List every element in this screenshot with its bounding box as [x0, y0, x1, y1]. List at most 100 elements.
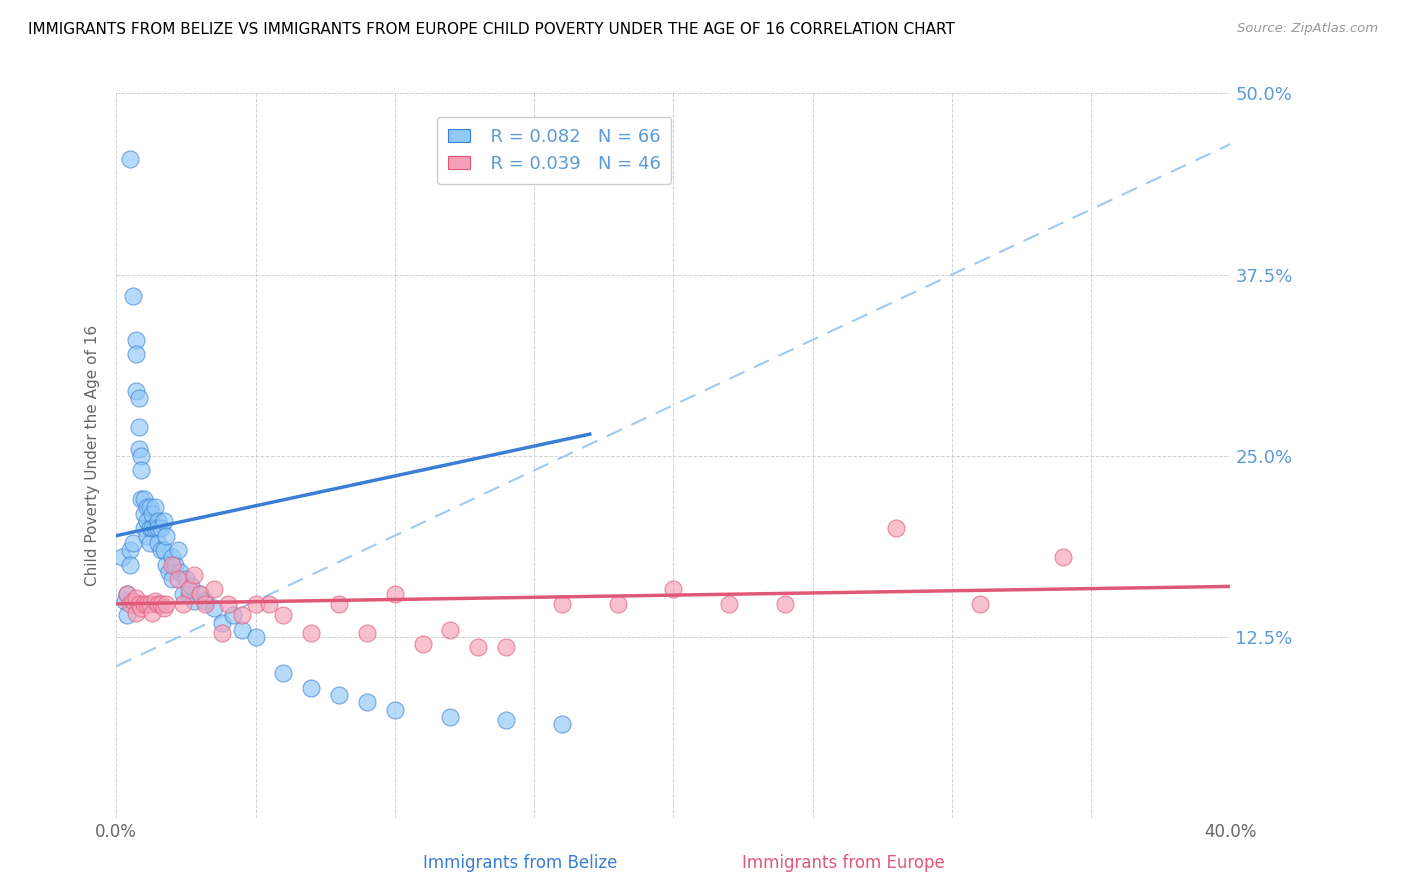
Point — [152, 514, 174, 528]
Point — [356, 695, 378, 709]
Legend:   R = 0.082   N = 66,   R = 0.039   N = 46: R = 0.082 N = 66, R = 0.039 N = 46 — [437, 117, 672, 184]
Point — [467, 640, 489, 655]
Point — [125, 384, 148, 398]
Point — [773, 597, 796, 611]
Point — [183, 594, 205, 608]
Point — [131, 601, 153, 615]
Point — [177, 582, 200, 597]
Point — [138, 521, 160, 535]
Point — [131, 463, 153, 477]
Point — [135, 500, 157, 514]
Point — [128, 442, 150, 456]
Point — [166, 572, 188, 586]
Point — [172, 587, 194, 601]
Text: Source: ZipAtlas.com: Source: ZipAtlas.com — [1237, 22, 1378, 36]
Point — [134, 597, 156, 611]
Point — [160, 558, 183, 572]
Point — [122, 536, 145, 550]
Point — [149, 521, 172, 535]
Point — [141, 507, 163, 521]
Point — [495, 713, 517, 727]
Point — [183, 567, 205, 582]
Point — [122, 289, 145, 303]
Point — [134, 507, 156, 521]
Point — [439, 623, 461, 637]
Point — [138, 536, 160, 550]
Point — [551, 717, 574, 731]
Point — [117, 608, 139, 623]
Point — [551, 597, 574, 611]
Y-axis label: Child Poverty Under the Age of 16: Child Poverty Under the Age of 16 — [86, 326, 100, 586]
Point — [969, 597, 991, 611]
Point — [202, 582, 225, 597]
Point — [384, 587, 406, 601]
Point — [194, 594, 217, 608]
Point — [1052, 550, 1074, 565]
Point — [152, 543, 174, 558]
Point — [606, 597, 628, 611]
Point — [135, 529, 157, 543]
Point — [202, 601, 225, 615]
Point — [135, 597, 157, 611]
Point — [117, 587, 139, 601]
Point — [299, 681, 322, 695]
Point — [120, 152, 142, 166]
Point — [412, 637, 434, 651]
Point — [114, 594, 136, 608]
Point — [128, 597, 150, 611]
Text: Immigrants from Europe: Immigrants from Europe — [742, 855, 945, 872]
Point — [211, 615, 233, 630]
Point — [134, 521, 156, 535]
Point — [146, 536, 169, 550]
Point — [217, 597, 239, 611]
Point — [146, 597, 169, 611]
Point — [125, 333, 148, 347]
Point — [128, 391, 150, 405]
Point — [120, 543, 142, 558]
Point — [160, 572, 183, 586]
Point — [155, 558, 177, 572]
Point — [146, 521, 169, 535]
Point — [884, 521, 907, 535]
Point — [122, 594, 145, 608]
Point — [143, 594, 166, 608]
Point — [155, 597, 177, 611]
Point — [384, 703, 406, 717]
Point — [135, 514, 157, 528]
Point — [125, 347, 148, 361]
Point — [356, 625, 378, 640]
Point — [194, 597, 217, 611]
Point — [662, 582, 685, 597]
Point — [245, 597, 267, 611]
Point — [273, 666, 295, 681]
Point — [188, 587, 211, 601]
Point — [222, 608, 245, 623]
Point — [245, 630, 267, 644]
Point — [125, 591, 148, 605]
Point — [138, 597, 160, 611]
Point — [131, 449, 153, 463]
Point — [273, 608, 295, 623]
Point — [231, 623, 253, 637]
Point — [299, 625, 322, 640]
Text: Immigrants from Belize: Immigrants from Belize — [423, 855, 617, 872]
Point — [117, 587, 139, 601]
Point — [172, 597, 194, 611]
Point — [143, 500, 166, 514]
Point — [138, 500, 160, 514]
Point — [211, 625, 233, 640]
Point — [141, 521, 163, 535]
Point — [157, 565, 180, 579]
Point — [155, 529, 177, 543]
Point — [231, 608, 253, 623]
Point — [328, 597, 350, 611]
Point — [495, 640, 517, 655]
Point — [128, 420, 150, 434]
Point — [143, 521, 166, 535]
Point — [141, 606, 163, 620]
Point — [160, 550, 183, 565]
Point — [259, 597, 281, 611]
Point — [120, 558, 142, 572]
Point — [177, 587, 200, 601]
Point — [131, 492, 153, 507]
